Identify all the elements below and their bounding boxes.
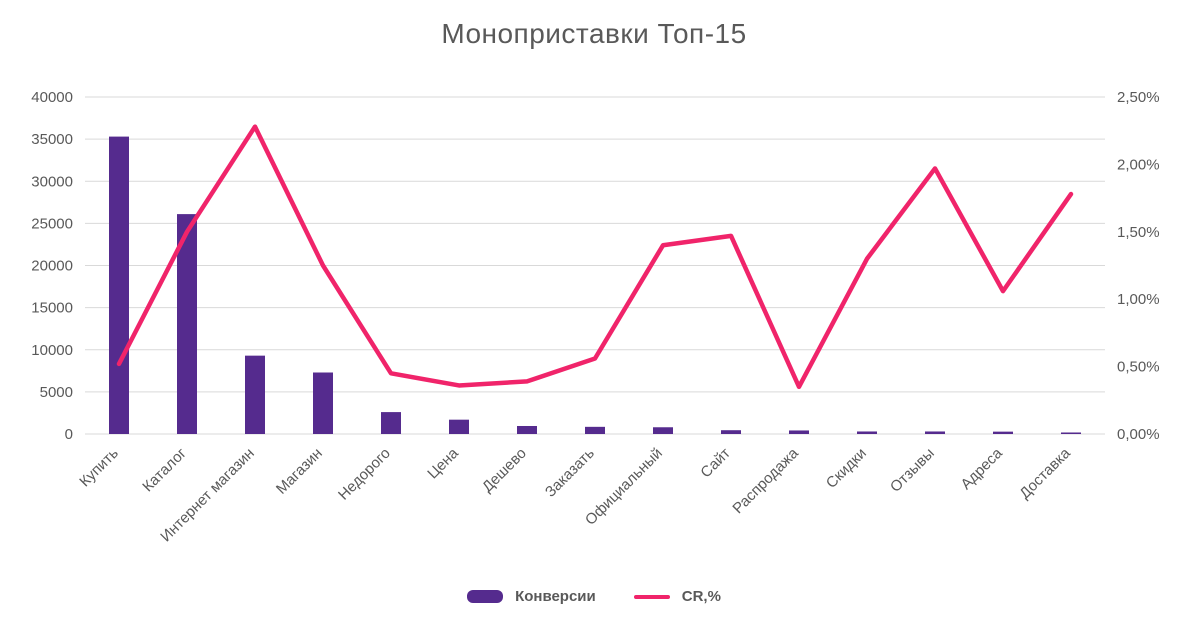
x-axis-label: Дешево (479, 445, 530, 496)
left-axis-tick-label: 30000 (31, 173, 73, 190)
bar-Интернет магазин (245, 355, 265, 434)
bar-Сайт (721, 430, 741, 434)
bar-Купить (109, 136, 129, 434)
left-axis-tick-label: 25000 (31, 215, 73, 232)
left-axis-tick-label: 40000 (31, 89, 73, 106)
bar-Цена (449, 419, 469, 434)
bar-Доставка (1061, 432, 1081, 434)
x-axis-label: Адреса (958, 444, 1007, 493)
chart-title: Моноприставки Топ-15 (441, 18, 747, 49)
left-axis-tick-label: 15000 (31, 300, 73, 317)
bar-Дешево (517, 425, 537, 434)
x-axis-label: Сайт (697, 445, 734, 482)
left-axis-tick-label: 5000 (40, 384, 73, 401)
bars-legend-swatch (467, 590, 504, 603)
cr-line (116, 124, 1074, 390)
bar-Каталог (177, 214, 197, 434)
x-axis-label: Заказать (542, 445, 598, 501)
left-axis-tick-label: 0 (65, 426, 73, 443)
line-legend-swatch (633, 594, 670, 599)
left-axis-tick-label: 35000 (31, 131, 73, 148)
bar-Заказать (585, 426, 605, 434)
right-axis-tick-label: 1,50% (1117, 224, 1160, 241)
x-axis-label: Распродажа (729, 444, 802, 517)
combo-chart: 0 5000 10000 15000 20000 25000 30000 35000 40000… (31, 89, 1160, 545)
x-axis-label: Отзывы (887, 445, 938, 496)
bar-Отзывы (925, 431, 945, 434)
bar-Адреса (993, 431, 1013, 434)
right-axis-tick-label: 2,50% (1117, 89, 1160, 106)
x-axis-label: Каталог (139, 444, 190, 495)
bar-Недорого (381, 412, 401, 434)
right-axis-tick-label: 2,00% (1117, 156, 1160, 173)
bar-Магазин (313, 372, 333, 434)
bar-Распродажа (789, 430, 809, 434)
chart-legend: Конверсии CR,% (0, 588, 1188, 605)
right-axis-tick-label: 1,00% (1117, 291, 1160, 308)
right-axis-tick-label: 0,00% (1117, 426, 1160, 443)
bar-Официальный (653, 427, 673, 434)
x-axis-label: Недорого (335, 445, 394, 504)
left-axis-tick-label: 20000 (31, 258, 73, 275)
bar-Скидки (857, 431, 877, 434)
right-axis-tick-label: 0,50% (1117, 359, 1160, 376)
bars-legend-label: Конверсии (515, 588, 596, 605)
x-axis-label: Магазин (273, 445, 326, 498)
x-axis-label: Доставка (1016, 444, 1074, 502)
x-axis-label: Купить (76, 445, 122, 491)
left-axis-tick-label: 10000 (31, 342, 73, 359)
x-axis-label: Цена (424, 444, 462, 482)
x-axis-label: Скидки (823, 445, 870, 492)
line-legend-label: CR,% (681, 588, 721, 605)
